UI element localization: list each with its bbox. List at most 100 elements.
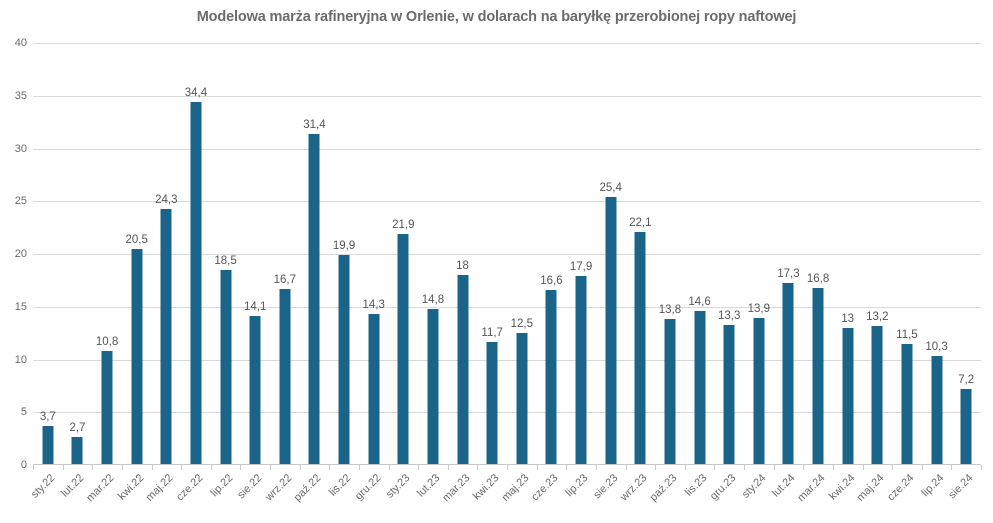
bar-value-label: 13,9 (747, 303, 771, 316)
bar[interactable] (42, 425, 54, 465)
bar-value-label: 21,9 (392, 218, 415, 231)
bar[interactable] (871, 325, 883, 465)
x-axis-tickmark (151, 465, 153, 470)
x-axis-tickmark (299, 465, 301, 470)
x-axis-tickmark (655, 465, 657, 470)
x-axis-tickmark (477, 465, 479, 470)
bar-value-label: 17,9 (569, 261, 593, 274)
gridline (33, 359, 981, 361)
bar-slot: 2,7 (62, 43, 93, 470)
bar-slot: 18 (447, 43, 478, 470)
gridline (33, 201, 981, 203)
x-axis-tickmark (981, 465, 982, 470)
gridline (33, 306, 981, 308)
x-axis-tickmark (92, 465, 94, 470)
bar[interactable] (397, 233, 409, 465)
x-axis-tickmark (181, 465, 183, 470)
bar[interactable] (338, 255, 350, 465)
bar-value-label: 14,8 (421, 293, 445, 306)
bar-slot: 14,1 (240, 43, 270, 470)
bar-value-label: 13,8 (658, 304, 682, 317)
x-axis-label-slot: paź.23 (648, 466, 685, 521)
bar-slot: 14,3 (358, 43, 389, 470)
x-axis-label-slot: cze.23 (530, 466, 567, 521)
bar[interactable] (308, 133, 320, 465)
bar-value-label: 22,1 (629, 216, 652, 229)
bar-slot: 22,1 (625, 43, 656, 470)
bar-slot: 10,3 (921, 43, 952, 470)
x-axis-tickmark (121, 465, 123, 470)
bar[interactable] (279, 288, 291, 465)
x-axis-labels: sty.22 lut.22 mar.22 kwi.22 maj.22 cze.22 lip.… (29, 466, 981, 523)
bar[interactable] (71, 436, 83, 465)
x-axis-tickmark (684, 465, 686, 470)
bar-value-label: 11,7 (481, 326, 503, 339)
bar[interactable] (782, 282, 794, 465)
bar-slot: 12,5 (507, 43, 537, 470)
bar-slot: 13,2 (862, 43, 893, 470)
bar[interactable] (812, 287, 824, 465)
bar-value-label: 14,3 (362, 299, 385, 312)
bar-value-label: 20,5 (125, 233, 148, 246)
bar[interactable] (723, 324, 735, 465)
bar[interactable] (545, 289, 557, 465)
x-axis-tickmark (210, 465, 212, 470)
bar[interactable] (190, 102, 202, 465)
bar[interactable] (931, 356, 943, 465)
gridline (33, 254, 981, 255)
bar[interactable] (368, 314, 380, 465)
x-axis-label-slot: sty.23 (384, 466, 419, 521)
bar[interactable] (960, 389, 972, 465)
bar[interactable] (486, 341, 498, 465)
bar-value-label: 13,2 (866, 310, 889, 323)
bar-slot: 19,9 (329, 43, 359, 470)
bar[interactable] (634, 231, 646, 465)
x-axis-tickmark (358, 465, 360, 470)
bar[interactable] (842, 327, 854, 465)
bar-slot: 13,3 (714, 43, 744, 470)
bar-slot: 13,9 (744, 43, 774, 470)
x-axis-tickmark (566, 465, 568, 470)
bar[interactable] (220, 269, 232, 465)
gridline (33, 412, 981, 414)
bar-slot: 11,7 (477, 43, 507, 470)
bar[interactable] (694, 310, 706, 465)
bar[interactable] (131, 248, 143, 465)
bar[interactable] (753, 318, 765, 465)
x-axis-tickmark (773, 465, 775, 470)
bar[interactable] (575, 276, 587, 465)
bar-value-label: 7,2 (958, 374, 975, 387)
x-axis-tickmark (951, 465, 953, 470)
bar-slot: 21,9 (388, 43, 419, 470)
bar-value-label: 16,6 (540, 274, 563, 287)
bar-slot: 14,8 (418, 43, 448, 470)
bar-value-label: 34,4 (184, 87, 208, 100)
bar[interactable] (457, 275, 469, 465)
x-axis-tickmark (832, 465, 834, 470)
bar-value-label: 10,3 (925, 341, 948, 354)
bar-slot: 20,5 (121, 43, 152, 470)
x-axis-label-slot: gru.22 (353, 466, 389, 521)
bar[interactable] (605, 197, 617, 465)
bar-value-label: 25,4 (599, 182, 622, 195)
bar[interactable] (249, 316, 261, 465)
bar-slot: 17,9 (566, 43, 596, 470)
x-axis-tickmark (536, 465, 538, 470)
bar[interactable] (516, 333, 528, 465)
bar[interactable] (427, 308, 439, 465)
x-axis-label-slot: sty.24 (740, 466, 774, 521)
bar-value-label: 3,7 (39, 410, 56, 423)
bar-slot: 13 (832, 43, 863, 470)
bar-value-label: 24,3 (155, 193, 178, 206)
bar[interactable] (101, 351, 113, 465)
bar[interactable] (160, 208, 172, 465)
x-axis-tickmark (862, 465, 864, 470)
y-axis-tick-label: 30 (14, 142, 27, 155)
y-axis-tick-label: 5 (20, 406, 27, 419)
bar-slot: 16,8 (803, 43, 833, 470)
x-axis-tickmark (595, 465, 597, 470)
bar-value-label: 13,3 (717, 309, 741, 322)
x-axis-tickmark (921, 465, 923, 470)
bar[interactable] (901, 343, 913, 465)
bar[interactable] (664, 319, 676, 465)
